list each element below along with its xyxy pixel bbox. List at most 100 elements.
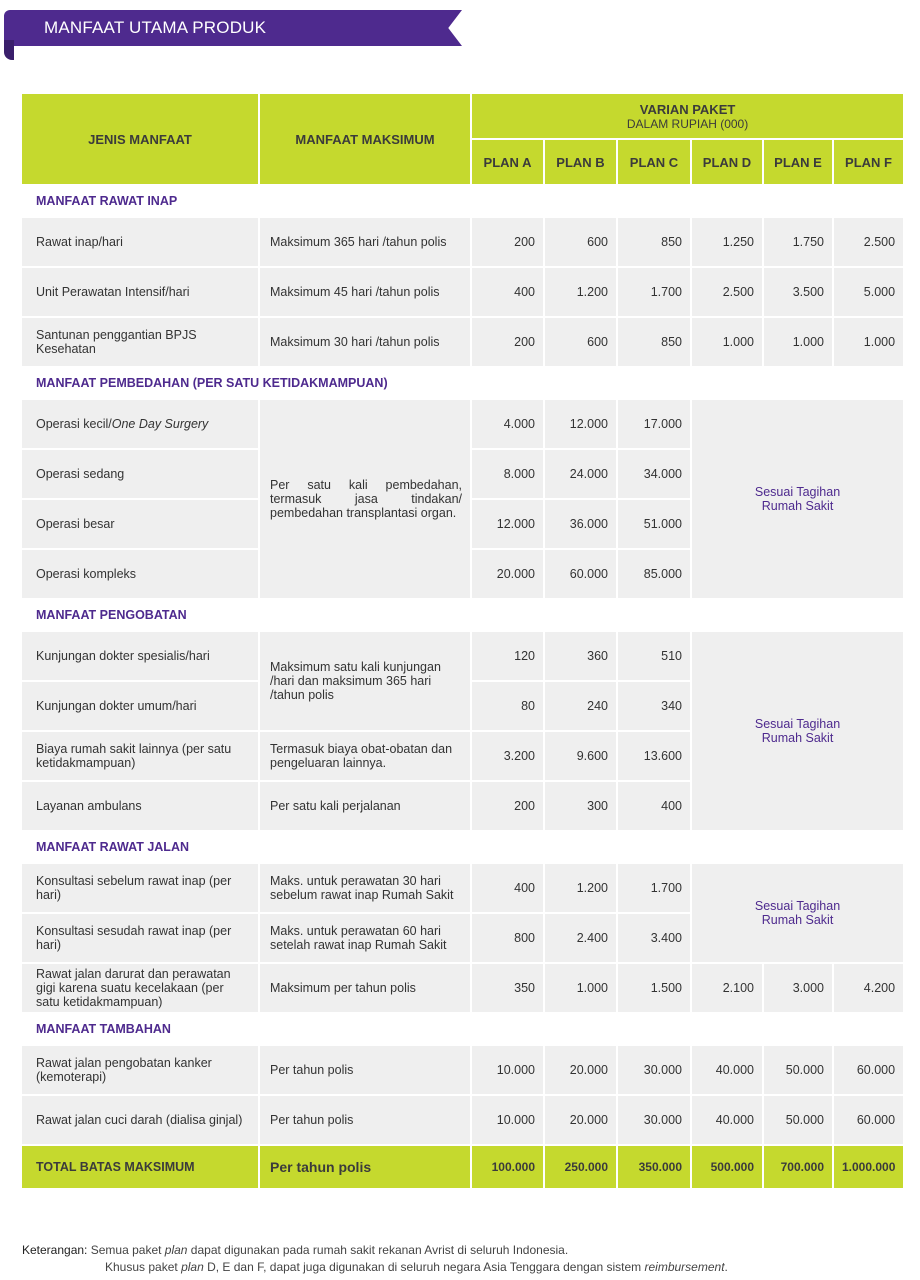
note-text: D, E dan F, dapat juga digunakan di selu…	[203, 1260, 645, 1274]
footnote: Keterangan: Semua paket plan dapat digun…	[22, 1242, 728, 1276]
plan-value: 60.000	[831, 1044, 906, 1096]
table-row: Rawat jalan pengobatan kanker (kemoterap…	[20, 1044, 906, 1096]
plan-value: 50.000	[762, 1044, 834, 1096]
header-jenis: JENIS MANFAAT	[20, 92, 260, 186]
plan-value: 80	[470, 680, 545, 732]
benefit-name-text: Konsultasi sebelum rawat inap (per hari)	[36, 874, 232, 902]
table-row: Konsultasi sebelum rawat inap (per hari)…	[20, 862, 906, 964]
plan-value: 8.000	[470, 448, 545, 500]
note-label: Keterangan:	[22, 1243, 88, 1257]
benefit-name: Operasi kecil/One Day Surgery	[20, 398, 260, 450]
total-plan-value: 100.000	[470, 1144, 545, 1190]
banner-fold	[4, 40, 14, 60]
plan-def-merged: Sesuai Tagihan Rumah Sakit	[689, 398, 906, 600]
plan-def-merged: Sesuai Tagihan Rumah Sakit	[689, 862, 906, 964]
plan-value: 20.000	[543, 1044, 618, 1096]
total-plan-value: 500.000	[690, 1144, 764, 1190]
note-text: Khusus paket	[105, 1260, 182, 1274]
plan-value: 300	[543, 780, 618, 832]
header-plan-e: PLAN E	[762, 138, 834, 186]
benefit-table: JENIS MANFAAT MANFAAT MAKSIMUM VARIAN PA…	[19, 92, 906, 1190]
note-text: Semua paket	[90, 1243, 165, 1257]
page-title: MANFAAT UTAMA PRODUK	[44, 18, 267, 37]
plan-value: 1.000	[543, 962, 618, 1014]
plan-value: 1.200	[543, 862, 618, 914]
plan-value: 10.000	[470, 1094, 545, 1146]
max-benefit: Maksimum 365 hari /tahun polis	[258, 216, 472, 268]
header-plan-f: PLAN F	[831, 138, 906, 186]
plan-value: 40.000	[690, 1044, 764, 1096]
benefit-name: Operasi kompleks	[20, 548, 260, 600]
benefit-name: Operasi besar	[20, 498, 260, 550]
plan-value: 36.000	[543, 498, 618, 550]
benefit-name-text: Unit Perawatan Intensif/hari	[36, 285, 190, 299]
plan-value: 34.000	[616, 448, 692, 500]
plan-value: 4.000	[470, 398, 545, 450]
section-title: MANFAAT RAWAT JALAN	[19, 830, 906, 864]
plan-value: 1.000	[762, 316, 834, 368]
section-header: MANFAAT PEMBEDAHAN (PER SATU KETIDAKMAMP…	[19, 366, 906, 400]
benefit-name: Kunjungan dokter umum/hari	[20, 680, 260, 732]
benefit-name-text: Layanan ambulans	[36, 799, 142, 813]
varian-subtitle: DALAM RUPIAH (000)	[626, 116, 749, 131]
max-benefit: Maks. untuk perawatan 30 hari sebelum ra…	[258, 862, 472, 914]
note-text: dapat digunakan pada rumah sakit rekanan…	[187, 1243, 569, 1257]
benefit-name-text: Operasi kompleks	[36, 567, 137, 581]
benefit-name-text: Biaya rumah sakit lainnya (per satu keti…	[36, 742, 232, 770]
plan-value: 510	[616, 630, 692, 682]
plan-value: 20.000	[543, 1094, 618, 1146]
plan-value: 340	[616, 680, 692, 732]
plan-value: 350	[470, 962, 545, 1014]
benefit-name: Rawat jalan darurat dan perawatan gigi k…	[20, 962, 260, 1014]
benefit-name: Rawat jalan pengobatan kanker (kemoterap…	[20, 1044, 260, 1096]
plan-value: 1.700	[616, 266, 692, 318]
plan-value: 360	[543, 630, 618, 682]
plan-value: 1.000	[831, 316, 906, 368]
note-text: plan	[181, 1260, 204, 1274]
plan-value: 5.000	[831, 266, 906, 318]
plan-value: 12.000	[470, 498, 545, 550]
benefit-name-text: Rawat jalan pengobatan kanker (kemoterap…	[36, 1056, 212, 1084]
plan-value: 200	[470, 216, 545, 268]
benefit-name-text: Rawat jalan darurat dan perawatan gigi k…	[36, 967, 231, 1009]
section-title: MANFAAT RAWAT INAP	[19, 184, 906, 218]
note-text: plan	[164, 1243, 188, 1257]
plan-value: 850	[616, 216, 692, 268]
plan-value: 40.000	[690, 1094, 764, 1146]
header-maks: MANFAAT MAKSIMUM	[258, 92, 472, 186]
table-row: Biaya rumah sakit lainnya (per satu keti…	[20, 730, 904, 782]
plan-value: 17.000	[616, 398, 692, 450]
benefit-name: Santunan penggantian BPJS Kesehatan	[20, 316, 260, 368]
benefit-name-italic: One Day Surgery	[111, 417, 209, 431]
plan-value: 200	[470, 780, 545, 832]
plan-value: 2.100	[690, 962, 764, 1014]
plan-value: 60.000	[543, 548, 618, 600]
total-plan-value: 250.000	[543, 1144, 618, 1190]
table-row: Kunjungan dokter umum/hari 80 240 340	[20, 680, 904, 732]
plan-value: 1.000	[690, 316, 764, 368]
plan-value: 1.200	[543, 266, 618, 318]
plan-value: 9.600	[543, 730, 618, 782]
benefit-name-text: Operasi sedang	[36, 467, 125, 481]
section-header: MANFAAT PENGOBATAN	[19, 598, 906, 632]
header-varian: VARIAN PAKET DALAM RUPIAH (000)	[469, 92, 906, 140]
max-benefit-merged: Maksimum satu kali kunjungan /hari dan m…	[258, 630, 472, 732]
plan-value: 3.000	[762, 962, 834, 1014]
plan-value: 3.500	[762, 266, 834, 318]
plan-value: 50.000	[762, 1094, 834, 1146]
section-title: MANFAAT TAMBAHAN	[19, 1012, 906, 1046]
total-row: TOTAL BATAS MAKSIMUM Per tahun polis 100.0…	[20, 1144, 906, 1190]
plan-value: 3.400	[616, 912, 692, 964]
plan-value: 240	[543, 680, 618, 732]
header-plan-d: PLAN D	[690, 138, 764, 186]
benefit-name-text: Kunjungan dokter umum/hari	[36, 699, 197, 713]
benefit-name: Kunjungan dokter spesialis/hari	[20, 630, 260, 682]
section-title: MANFAAT PENGOBATAN	[19, 598, 906, 632]
header-plan-a: PLAN A	[470, 138, 545, 186]
total-maks: Per tahun polis	[258, 1144, 472, 1190]
benefit-name-text: Kunjungan dokter spesialis/hari	[36, 649, 210, 663]
plan-value: 13.600	[616, 730, 692, 782]
table-row: Unit Perawatan Intensif/hari Maksimum 45 …	[20, 266, 906, 318]
plan-value: 85.000	[616, 548, 692, 600]
total-plan-value: 1.000.000	[831, 1144, 906, 1190]
